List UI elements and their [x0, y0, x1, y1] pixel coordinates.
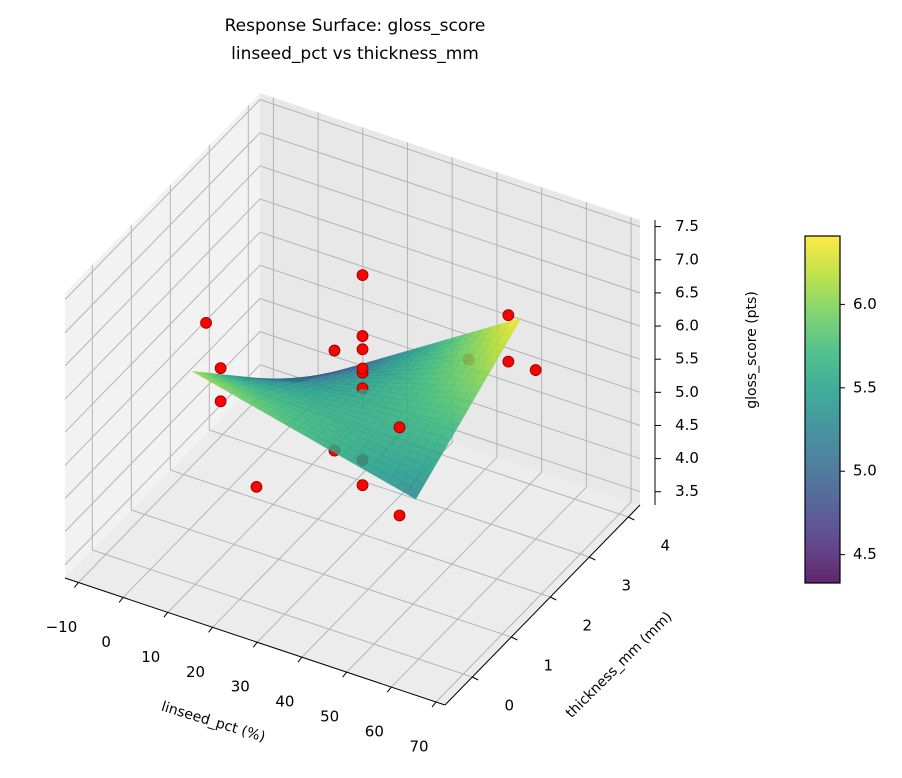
- data-point: [357, 480, 368, 491]
- z-axis-label: gloss_score (pts): [744, 291, 760, 409]
- colorbar-tick-label: 5.5: [853, 378, 877, 396]
- y-tick-label: 3: [622, 577, 632, 595]
- colorbar-gradient: [805, 236, 840, 583]
- y-tick-mark: [472, 677, 478, 680]
- y-tick-label: 4: [661, 537, 671, 555]
- z-tick-label: 5.0: [675, 383, 699, 401]
- z-tick-label: 3.5: [675, 482, 699, 500]
- data-point: [503, 356, 514, 367]
- data-point: [530, 365, 541, 376]
- x-tick-label: 20: [186, 663, 205, 681]
- z-tick-label: 7.0: [675, 250, 699, 268]
- x-tick-mark: [253, 642, 257, 647]
- data-point: [201, 317, 212, 328]
- x-tick-label: 50: [320, 708, 339, 726]
- chart-subtitle: linseed_pct vs thickness_mm: [231, 44, 479, 64]
- colorbar-tick-label: 4.5: [853, 545, 877, 563]
- y-tick-label: 1: [544, 657, 554, 675]
- data-point: [357, 331, 368, 342]
- data-point: [251, 481, 262, 492]
- x-tick-label: 10: [141, 648, 160, 666]
- colorbar-tick-label: 6.0: [853, 295, 877, 313]
- z-tick-label: 4.5: [675, 416, 699, 434]
- colorbar-tick-label: 5.0: [853, 462, 877, 480]
- x-tick-mark: [343, 672, 347, 677]
- data-point: [215, 363, 226, 374]
- x-tick-label: −10: [46, 618, 78, 636]
- colorbar: 4.5 5.0 5.5 6.0: [805, 236, 877, 583]
- x-tick-label: 60: [365, 723, 384, 741]
- data-point: [394, 510, 405, 521]
- z-tick-label: 6.0: [675, 317, 699, 335]
- x-tick-mark: [74, 582, 78, 587]
- x-tick-mark: [164, 612, 168, 617]
- x-tick-label: 0: [101, 633, 111, 651]
- x-axis-label: linseed_pct (%): [159, 699, 267, 746]
- data-point: [394, 422, 405, 433]
- x-tick-mark: [432, 702, 436, 707]
- data-point: [329, 345, 340, 356]
- chart-title: Response Surface: gloss_score: [225, 16, 486, 36]
- x-tick-label: 40: [275, 693, 294, 711]
- data-point: [357, 270, 368, 281]
- z-tick-label: 7.5: [675, 217, 699, 235]
- x-tick-mark: [298, 657, 302, 662]
- data-point: [215, 396, 226, 407]
- data-point: [503, 310, 514, 321]
- y-tick-mark: [628, 517, 634, 520]
- x-tick-mark: [387, 687, 391, 692]
- x-tick-mark: [119, 597, 123, 602]
- x-tick-mark: [209, 627, 213, 632]
- y-axis-label: thickness_mm (mm): [563, 609, 675, 721]
- z-tick-label: 4.0: [675, 449, 699, 467]
- y-tick-mark: [550, 597, 556, 600]
- x-tick-label: 30: [231, 678, 250, 696]
- z-tick-label: 6.5: [675, 283, 699, 301]
- data-point: [357, 344, 368, 355]
- x-tick-label: 70: [410, 738, 429, 756]
- y-tick-mark: [511, 637, 517, 640]
- y-tick-mark: [589, 557, 595, 560]
- y-tick-label: 2: [583, 617, 593, 635]
- y-tick-label: 0: [505, 697, 515, 715]
- data-point: [357, 363, 368, 374]
- z-tick-label: 5.5: [675, 350, 699, 368]
